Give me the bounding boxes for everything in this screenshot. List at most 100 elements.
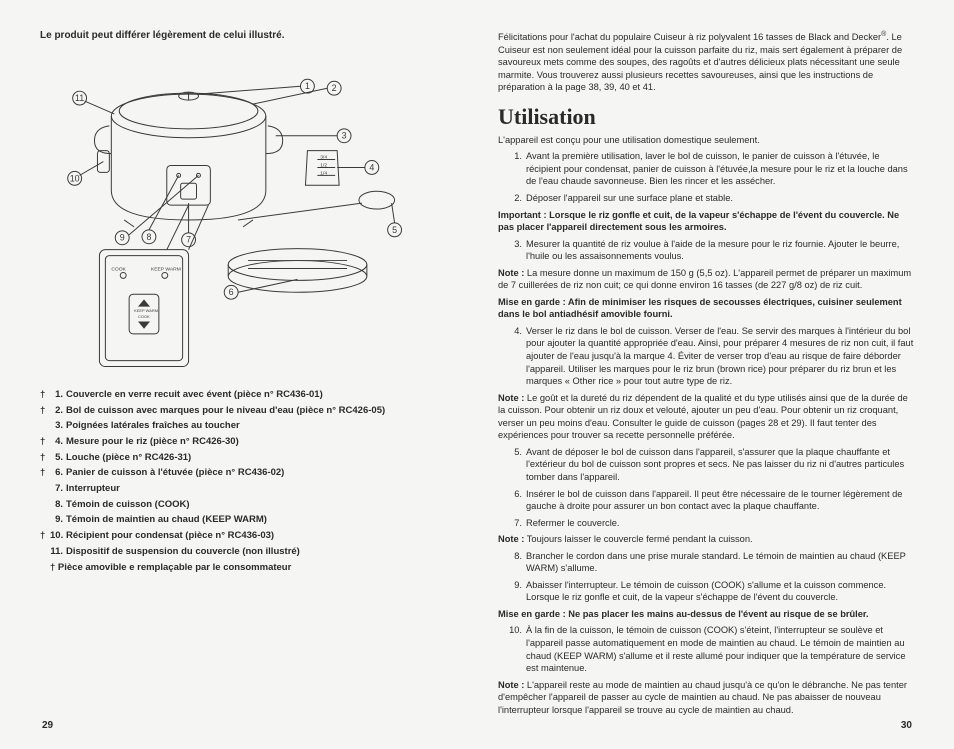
note-text: L'appareil reste au mode de maintien au …: [498, 680, 907, 715]
callout-5: 5: [392, 225, 397, 235]
parts-dagger: †: [40, 403, 50, 419]
parts-dagger: [40, 497, 50, 513]
panel-cook-small: COOK: [138, 314, 150, 319]
callout-11: 11: [75, 93, 84, 103]
note-lead: Note :: [498, 393, 524, 403]
parts-dagger: †: [40, 450, 50, 466]
parts-dagger: [40, 481, 50, 497]
parts-num: 1.: [50, 387, 66, 403]
step-text: Déposer l'appareil sur une surface plane…: [526, 192, 914, 205]
left-title: Le produit peut différer légèrement de c…: [40, 30, 456, 41]
parts-label: Panier de cuisson à l'étuvée (pièce n° R…: [66, 465, 456, 481]
note-text: La mesure donne un maximum de 150 g (5,5…: [498, 268, 911, 291]
step-text: Abaisser l'interrupteur. Le témoin de cu…: [526, 579, 914, 604]
step-text: Avant la première utilisation, laver le …: [526, 150, 914, 188]
parts-dagger: †: [40, 434, 50, 450]
step-text: À la fin de la cuisson, le témoin de cui…: [526, 624, 914, 674]
parts-num: 4.: [50, 434, 66, 450]
parts-num: 2.: [50, 403, 66, 419]
product-diagram: 1 2 3 4 5 6 7 8 9 10 11 3/4 1/2 1/4 COOK…: [40, 55, 456, 375]
parts-num: 8.: [50, 497, 66, 513]
note-lead: Note :: [498, 680, 524, 690]
step-num: 7.: [508, 517, 526, 530]
step: 9.Abaisser l'interrupteur. Le témoin de …: [498, 579, 914, 604]
parts-num: 9.: [50, 512, 66, 528]
step-text: Insérer le bol de cuisson dans l'apparei…: [526, 488, 914, 513]
panel-keep-label: KEEP WARM: [151, 266, 181, 272]
parts-label: Bol de cuisson avec marques pour le nive…: [66, 403, 456, 419]
parts-label: Dispositif de suspension du couvercle (n…: [66, 544, 456, 560]
panel-keep-small: KEEP WARM: [134, 308, 158, 313]
parts-row: 7.Interrupteur: [40, 481, 456, 497]
note: Note : Toujours laisser le couvercle fer…: [498, 533, 914, 546]
parts-dagger: [40, 418, 50, 434]
step-text: Avant de déposer le bol de cuisson dans …: [526, 446, 914, 484]
body-content: L'appareil est conçu pour une utilisatio…: [498, 134, 914, 720]
parts-num: 10.: [50, 528, 66, 544]
cup-mark-12: 1/2: [320, 162, 327, 168]
parts-label: Louche (pièce n° RC426-31): [66, 450, 456, 466]
cup-mark-34: 3/4: [320, 155, 327, 161]
note-lead: Note :: [498, 268, 524, 278]
step: 10.À la fin de la cuisson, le témoin de …: [498, 624, 914, 674]
step: 6.Insérer le bol de cuisson dans l'appar…: [498, 488, 914, 513]
parts-row: 11.Dispositif de suspension du couvercle…: [40, 544, 456, 560]
parts-label: Témoin de maintien au chaud (KEEP WARM): [66, 512, 456, 528]
note-text: Le goût et la dureté du riz dépendent de…: [498, 393, 908, 441]
parts-dagger: [40, 544, 50, 560]
step-text: Brancher le cordon dans une prise murale…: [526, 550, 914, 575]
parts-row: 8.Témoin de cuisson (COOK): [40, 497, 456, 513]
parts-label: Témoin de cuisson (COOK): [66, 497, 456, 513]
parts-row: †10.Récipient pour condensat (pièce n° R…: [40, 528, 456, 544]
parts-label: Poignées latérales fraîches au toucher: [66, 418, 456, 434]
step: 3.Mesurer la quantité de riz voulue à l'…: [498, 238, 914, 263]
page-number-right: 30: [901, 720, 912, 731]
intro-paragraph: Félicitations pour l'achat du populaire …: [498, 30, 914, 94]
panel-cook-label: COOK: [111, 266, 126, 272]
step-num: 8.: [508, 550, 526, 575]
diagram-svg: 1 2 3 4 5 6 7 8 9 10 11 3/4 1/2 1/4 COOK…: [40, 55, 456, 375]
step: 4.Verser le riz dans le bol de cuisson. …: [498, 325, 914, 388]
callout-10: 10: [70, 173, 80, 183]
parts-footer: † Pièce amovible e remplaçable par le co…: [50, 562, 456, 573]
parts-num: 6.: [50, 465, 66, 481]
warning-text: Important : Lorsque le riz gonfle et cui…: [498, 209, 914, 234]
step: 7.Refermer le couvercle.: [498, 517, 914, 530]
parts-row: †5.Louche (pièce n° RC426-31): [40, 450, 456, 466]
callout-8: 8: [146, 232, 151, 242]
callout-2: 2: [332, 83, 337, 93]
note-text: Toujours laisser le couvercle fermé pend…: [524, 534, 752, 544]
parts-row: †4.Mesure pour le riz (pièce n° RC426-30…: [40, 434, 456, 450]
parts-num: 7.: [50, 481, 66, 497]
step-num: 5.: [508, 446, 526, 484]
step-num: 10.: [508, 624, 526, 674]
step-num: 2.: [508, 192, 526, 205]
parts-row: †2.Bol de cuisson avec marques pour le n…: [40, 403, 456, 419]
callout-9: 9: [120, 233, 125, 243]
left-column: Le produit peut différer légèrement de c…: [40, 30, 456, 729]
parts-row: 9.Témoin de maintien au chaud (KEEP WARM…: [40, 512, 456, 528]
parts-label: Mesure pour le riz (pièce n° RC426-30): [66, 434, 456, 450]
warning-text: Mise en garde : Afin de minimiser les ri…: [498, 296, 914, 321]
step-num: 3.: [508, 238, 526, 263]
callout-1: 1: [305, 81, 310, 91]
parts-num: 3.: [50, 418, 66, 434]
note: Note : L'appareil reste au mode de maint…: [498, 679, 914, 717]
parts-dagger: †: [40, 465, 50, 481]
parts-dagger: [40, 512, 50, 528]
step: 5.Avant de déposer le bol de cuisson dan…: [498, 446, 914, 484]
page-number-left: 29: [42, 720, 53, 731]
parts-dagger: †: [40, 528, 50, 544]
section-heading: Utilisation: [498, 104, 914, 130]
warning-text: Mise en garde : Ne pas placer les mains …: [498, 608, 914, 621]
step-num: 4.: [508, 325, 526, 388]
parts-label: Couvercle en verre recuit avec évent (pi…: [66, 387, 456, 403]
parts-row: †6.Panier de cuisson à l'étuvée (pièce n…: [40, 465, 456, 481]
callout-6: 6: [229, 287, 234, 297]
note: Note : La mesure donne un maximum de 150…: [498, 267, 914, 292]
parts-row: 3.Poignées latérales fraîches au toucher: [40, 418, 456, 434]
step: 8.Brancher le cordon dans une prise mura…: [498, 550, 914, 575]
note: Note : Le goût et la dureté du riz dépen…: [498, 392, 914, 442]
parts-num: 11.: [50, 544, 66, 560]
step-text: Mesurer la quantité de riz voulue à l'ai…: [526, 238, 914, 263]
